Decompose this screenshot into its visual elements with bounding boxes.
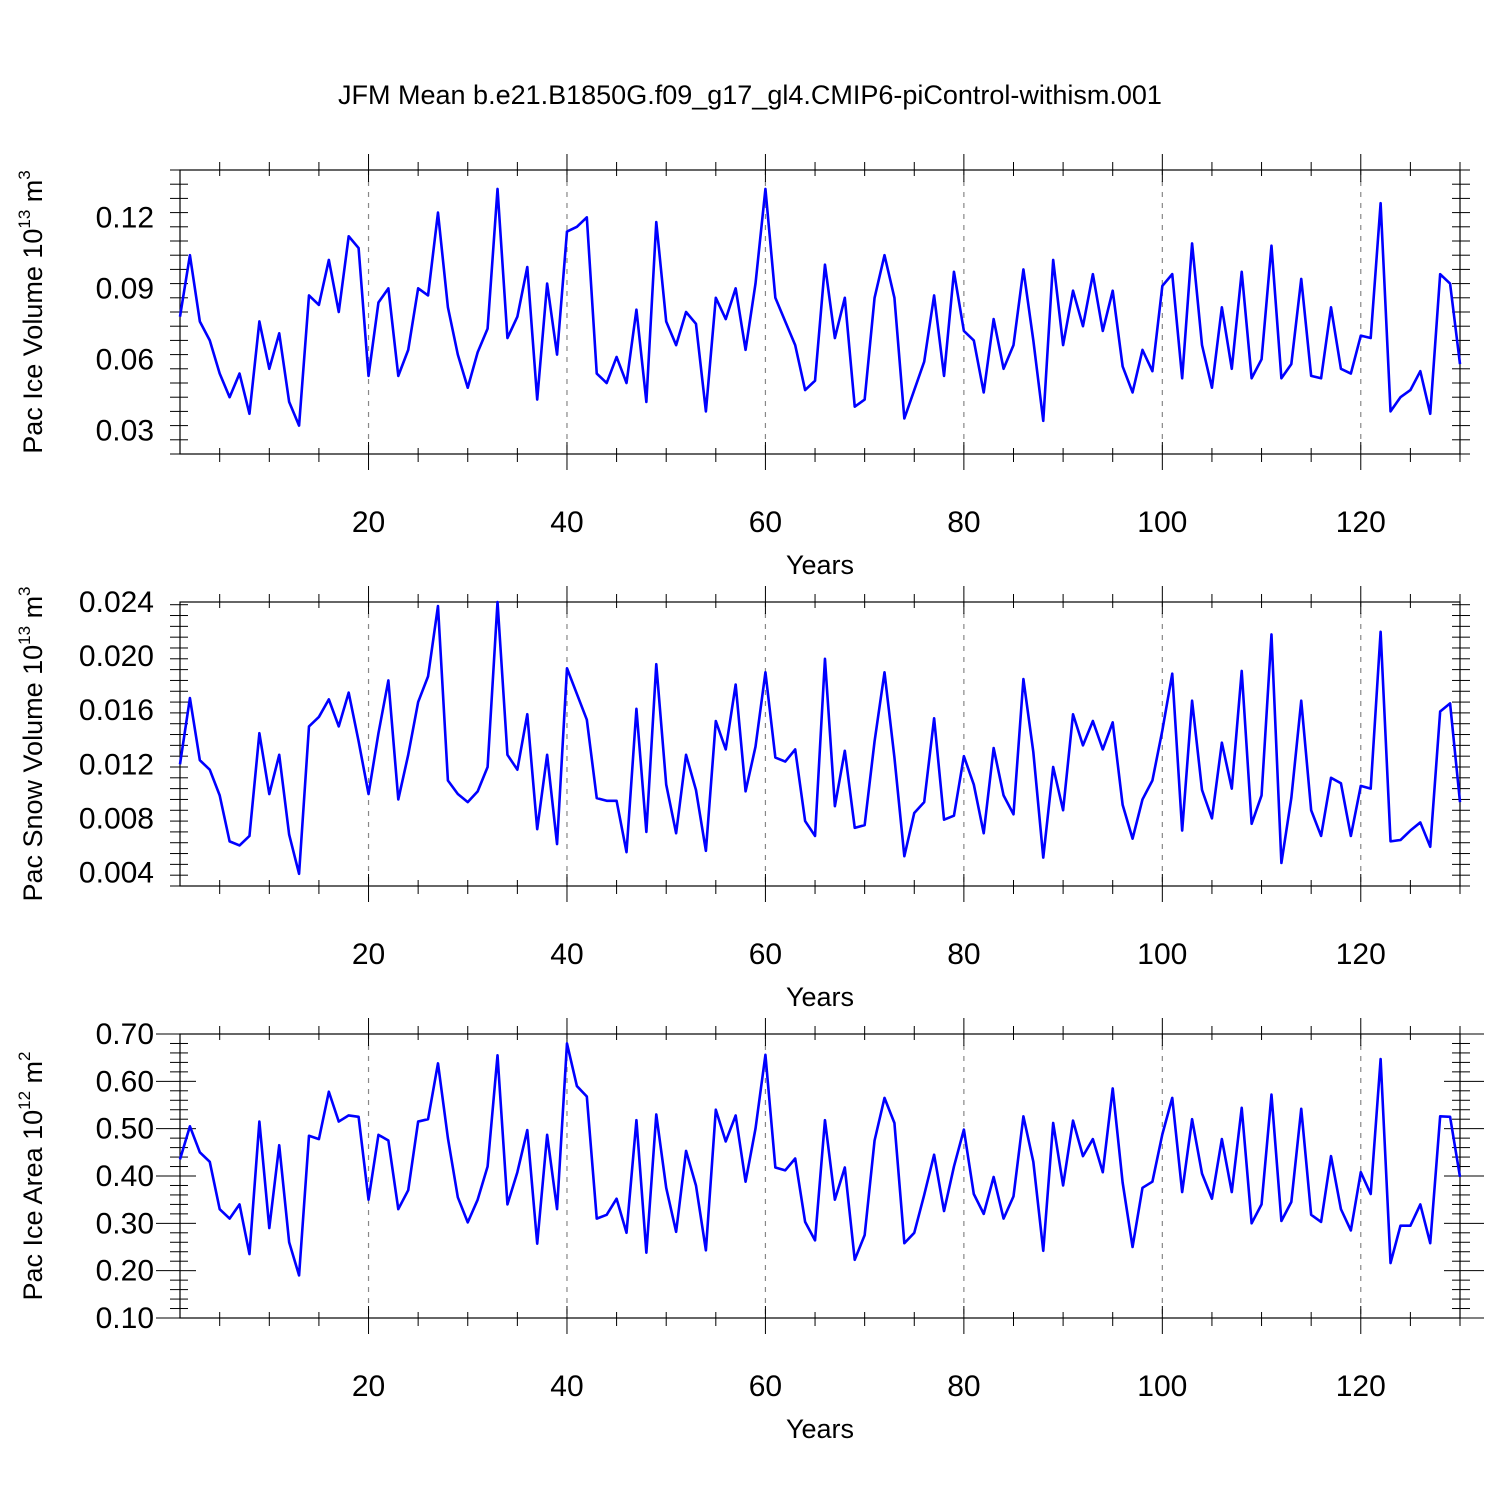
y-tick-label: 0.016 (79, 694, 154, 727)
x-tick-label: 100 (1137, 506, 1187, 539)
x-tick-label: 20 (352, 1370, 385, 1403)
x-axis-label: Years (786, 1414, 854, 1444)
plot-frame (179, 601, 1461, 887)
y-tick-label: 0.004 (79, 856, 154, 889)
x-tick-label: 80 (947, 506, 980, 539)
x-axis-label: Years (786, 550, 854, 580)
x-tick-label: 120 (1336, 506, 1386, 539)
y-axis-label: Pac Snow Volume 1013 m3 (15, 586, 48, 901)
x-tick-label: 80 (947, 938, 980, 971)
y-tick-label: 0.012 (79, 748, 154, 781)
panel-3: 0.10 0.20 0.30 0.40 0.50 0.60 0.70 20 40 60 80 100 1… (15, 1018, 1484, 1444)
x-tick-label: 120 (1336, 1370, 1386, 1403)
series-line (178, 600, 1462, 876)
y-tick-label: 0.30 (96, 1207, 154, 1240)
panel-1: 0.03 0.06 0.09 0.12 20 40 60 80 100 120 Years Pac I… (15, 154, 1470, 580)
x-tick-label: 120 (1336, 938, 1386, 971)
y-tick-label: 0.03 (96, 414, 154, 447)
x-tick-label: 20 (352, 506, 385, 539)
x-tick-label: 100 (1137, 938, 1187, 971)
x-tick-label: 40 (550, 1370, 583, 1403)
series-line (178, 187, 1462, 427)
y-tick-label: 0.12 (96, 201, 154, 234)
x-tick-label: 80 (947, 1370, 980, 1403)
x-tick-label: 100 (1137, 1370, 1187, 1403)
x-tick-label: 60 (749, 938, 782, 971)
y-tick-label: 0.020 (79, 640, 154, 673)
y-tick-label: 0.20 (96, 1255, 154, 1288)
figure-title: JFM Mean b.e21.B1850G.f09_g17_gl4.CMIP6-… (338, 80, 1162, 110)
x-tick-label: 60 (749, 1370, 782, 1403)
y-tick-label: 0.09 (96, 272, 154, 305)
y-tick-label: 0.10 (96, 1302, 154, 1335)
y-tick-label: 0.008 (79, 802, 154, 835)
y-tick-label: 0.06 (96, 343, 154, 376)
x-tick-label: 40 (550, 938, 583, 971)
y-tick-label: 0.40 (96, 1160, 154, 1193)
y-tick-label: 0.70 (96, 1018, 154, 1051)
y-tick-label: 0.024 (79, 586, 154, 619)
x-tick-label: 20 (352, 938, 385, 971)
x-tick-label: 60 (749, 506, 782, 539)
y-axis-label: Pac Ice Volume 1013 m3 (15, 170, 48, 454)
y-tick-label: 0.50 (96, 1113, 154, 1146)
x-axis-label: Years (786, 982, 854, 1012)
y-axis-label: Pac Ice Area 1012 m2 (15, 1051, 48, 1300)
x-tick-label: 40 (550, 506, 583, 539)
panel-2: 0.004 0.008 0.012 0.016 0.020 0.024 20 40 60 80 10… (15, 586, 1470, 1012)
series-line (178, 1042, 1462, 1277)
y-tick-label: 0.60 (96, 1065, 154, 1098)
